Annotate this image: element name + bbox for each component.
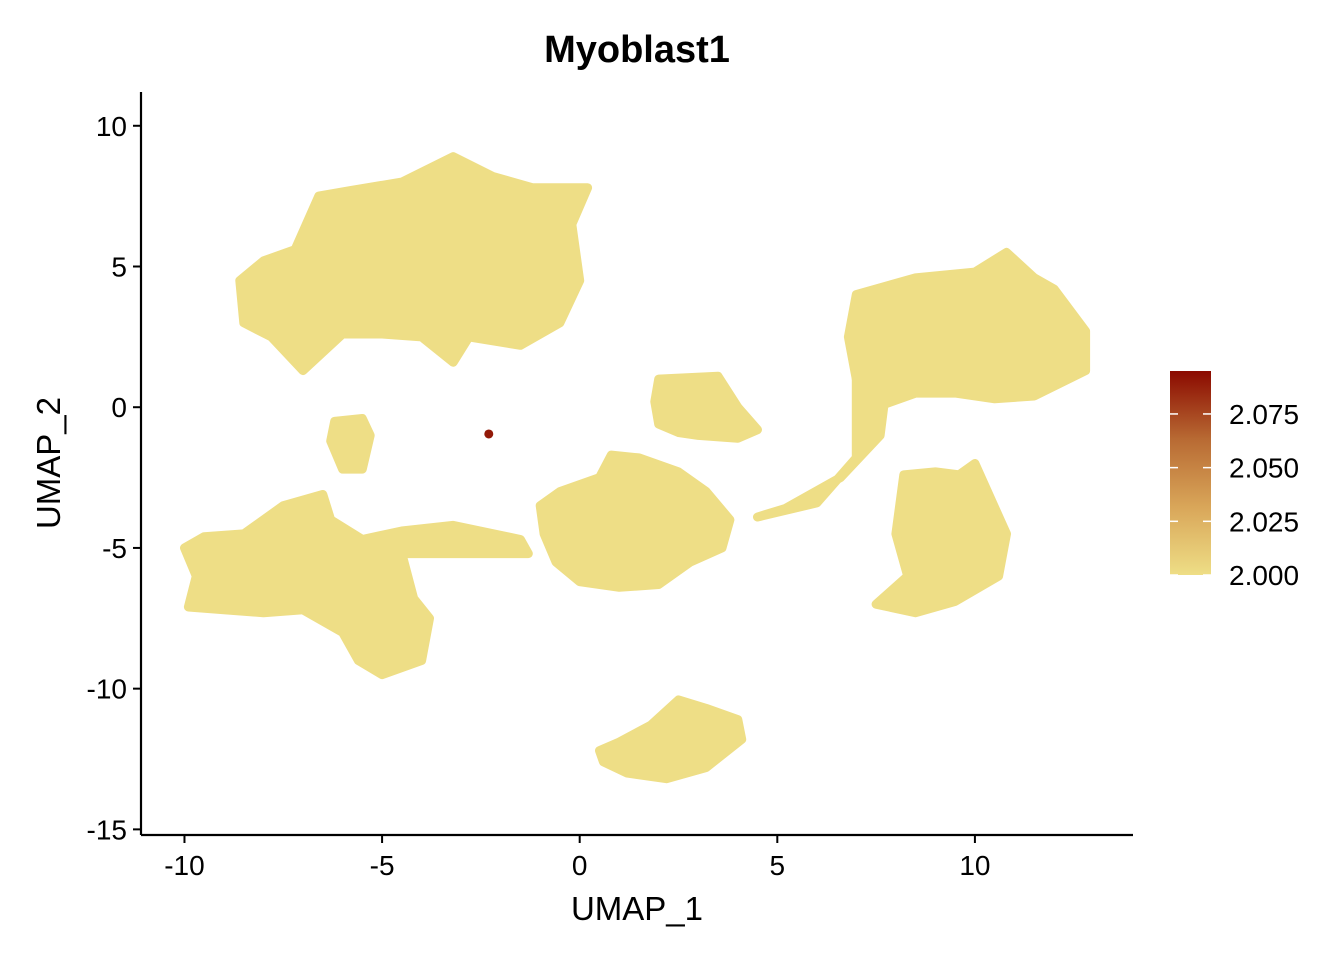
highlight-points-layer <box>484 429 494 439</box>
y-tick-label-3: -5 <box>102 533 127 564</box>
colorbar-label-1: 2.025 <box>1229 506 1299 537</box>
y-tick-label-1: 5 <box>111 251 127 282</box>
x-tick-label-2: 0 <box>572 850 588 881</box>
bridge-cluster <box>326 414 375 474</box>
y-tick-label-2: 0 <box>111 392 127 423</box>
colorbar-legend: 2.000 2.025 2.050 2.075 <box>1170 371 1299 591</box>
y-tick-label-4: -10 <box>87 674 127 705</box>
y-ticks: 10 5 0 -5 -10 -15 <box>87 111 141 845</box>
chart-title: Myoblast1 <box>544 29 730 71</box>
colorbar-label-0: 2.000 <box>1229 560 1299 591</box>
x-tick-label-0: -10 <box>164 850 204 881</box>
bottom-cluster <box>595 695 747 784</box>
bridge-right-cluster <box>753 360 893 522</box>
x-tick-label-3: 5 <box>770 850 786 881</box>
y-tick-label-0: 10 <box>96 111 127 142</box>
colorbar-ticks: 2.000 2.025 2.050 2.075 <box>1170 399 1299 591</box>
y-axis-title: UMAP_2 <box>30 397 67 529</box>
colorbar-label-3: 2.075 <box>1229 399 1299 430</box>
axes-layer: -10 -5 0 5 10 10 5 0 -5 -10 -15 <box>87 92 1133 881</box>
bottom-left-cluster <box>180 490 533 680</box>
colorbar-gradient <box>1170 371 1211 575</box>
lower-right-cluster <box>871 459 1011 618</box>
top-left-cluster <box>235 152 593 376</box>
small-center-cluster <box>650 371 762 443</box>
highlight-point-0 <box>484 429 494 439</box>
x-ticks: -10 -5 0 5 10 <box>164 835 990 881</box>
x-axis-title: UMAP_1 <box>571 890 703 927</box>
x-tick-label-4: 10 <box>959 850 990 881</box>
center-cluster <box>535 450 735 592</box>
x-tick-label-1: -5 <box>370 850 395 881</box>
y-tick-label-5: -15 <box>87 814 127 845</box>
colorbar-label-2: 2.050 <box>1229 453 1299 484</box>
clusters-layer <box>180 152 1091 784</box>
